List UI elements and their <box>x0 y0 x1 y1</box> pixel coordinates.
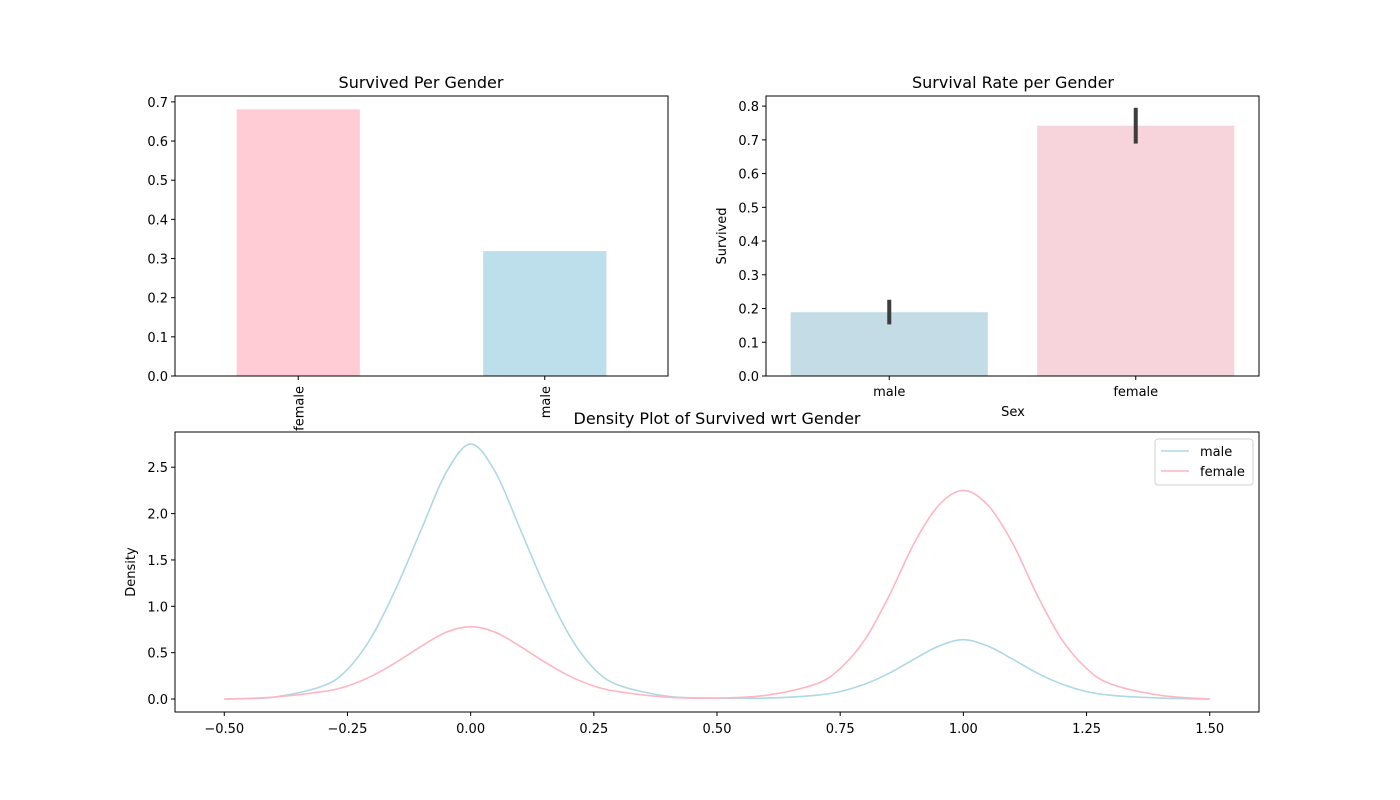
y-tick-label: 0.4 <box>738 235 759 250</box>
x-tick-label: 1.25 <box>1072 722 1101 737</box>
x-tick-label: 1.00 <box>949 722 978 737</box>
bar-female <box>236 109 360 376</box>
y-tick-label: 0.0 <box>738 370 759 385</box>
y-axis-label: Density <box>124 547 139 597</box>
y-tick-label: 0.6 <box>738 168 759 183</box>
legend: male female <box>1154 438 1254 486</box>
bar-female <box>1037 125 1235 377</box>
bar-male <box>483 251 607 376</box>
x-tick-label: 0.75 <box>826 722 855 737</box>
y-tick-label: 1.0 <box>147 600 168 615</box>
series-lines <box>224 443 1210 700</box>
y-tick-label: 0.7 <box>147 96 168 111</box>
chart-survived-per-gender: Survived Per Gender female male 0.0 0.1 0.2 0… <box>147 73 669 431</box>
y-tick-label: 0.2 <box>738 303 759 318</box>
y-tick-label: 0.2 <box>147 292 168 307</box>
x-tick-label: female <box>292 386 307 431</box>
axes: male female 0.0 0.1 0.2 0.3 0.4 0.5 0.6 0.7 0.8 <box>738 100 1158 400</box>
y-tick-label: 0.0 <box>147 693 168 708</box>
x-tick-label: 0.00 <box>456 722 485 737</box>
y-tick-label: 0.3 <box>147 253 168 268</box>
chart-density-plot: Density Plot of Survived wrt Gender Dens… <box>124 409 1260 737</box>
y-tick-label: 0.5 <box>147 174 168 189</box>
x-tick-label: 0.25 <box>579 722 608 737</box>
y-tick-label: 0.6 <box>147 135 168 150</box>
y-tick-label: 0.7 <box>738 134 759 149</box>
series-line-female <box>224 489 1210 700</box>
legend-label-male: male <box>1200 445 1232 460</box>
axes: −0.50 −0.25 0.00 0.25 0.50 0.75 1.00 1.25 1.50 0.… <box>147 461 1224 737</box>
y-tick-label: 0.0 <box>147 370 168 385</box>
chart-title: Survived Per Gender <box>339 73 504 92</box>
y-tick-label: 0.5 <box>147 647 168 662</box>
bars <box>236 109 607 376</box>
x-tick-label: 1.50 <box>1195 722 1224 737</box>
plot-frame <box>765 95 1260 377</box>
x-tick-label: −0.50 <box>204 722 244 737</box>
axes: female male 0.0 0.1 0.2 0.3 0.4 0.5 0.6 0.7 <box>147 96 553 431</box>
bars <box>790 107 1235 377</box>
x-tick-label: −0.25 <box>328 722 368 737</box>
y-tick-label: 0.5 <box>738 201 759 216</box>
y-tick-label: 0.3 <box>738 269 759 284</box>
x-tick-label: male <box>539 386 554 418</box>
chart-title: Density Plot of Survived wrt Gender <box>574 409 861 428</box>
x-tick-label: male <box>873 385 905 400</box>
legend-label-female: female <box>1200 465 1245 480</box>
y-tick-label: 1.5 <box>147 554 168 569</box>
y-tick-label: 0.1 <box>147 331 168 346</box>
x-axis-label: Sex <box>1001 405 1025 420</box>
plot-frame <box>174 95 669 377</box>
y-tick-label: 0.1 <box>738 336 759 351</box>
y-tick-label: 2.5 <box>147 461 168 476</box>
x-tick-label: 0.50 <box>703 722 732 737</box>
x-tick-label: female <box>1113 385 1158 400</box>
chart-title: Survival Rate per Gender <box>912 73 1114 92</box>
y-axis-label: Survived <box>715 207 730 264</box>
y-tick-label: 0.4 <box>147 213 168 228</box>
y-tick-label: 0.8 <box>738 100 759 115</box>
chart-survival-rate-per-gender: Survival Rate per Gender Sex Survived ma… <box>715 73 1260 420</box>
plot-frame <box>174 431 1260 713</box>
y-tick-label: 2.0 <box>147 508 168 523</box>
